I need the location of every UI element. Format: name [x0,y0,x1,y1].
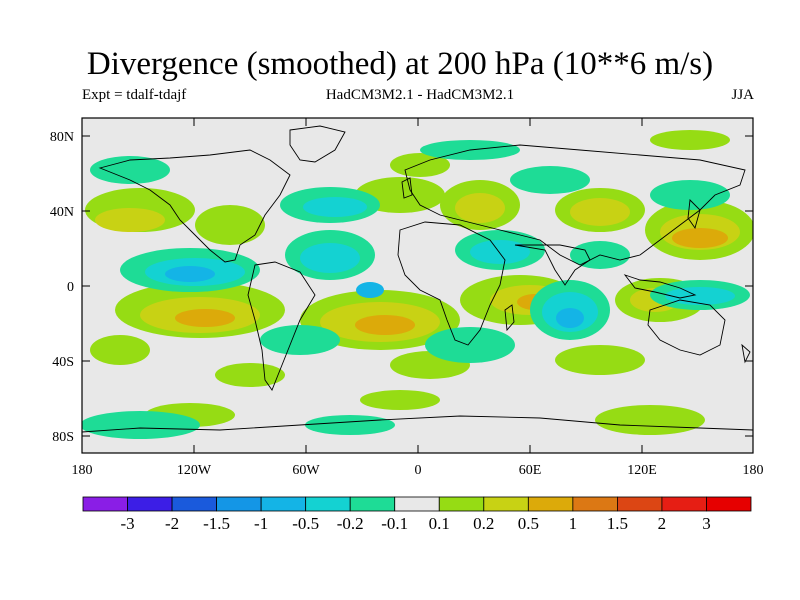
colorbar-label: 1 [569,514,578,533]
colorbar-swatch [216,496,262,512]
colorbar-swatch [617,496,663,512]
lat-label: 40N [50,205,74,220]
colorbar-swatch [572,496,618,512]
colorbar-swatch [82,496,128,512]
lon-label: 180 [72,463,93,478]
lat-label: 80N [50,130,74,145]
colorbar-label: -3 [120,514,134,533]
colorbar-swatch [127,496,173,512]
colorbar-swatch [438,496,485,512]
colorbar-label: -0.5 [292,514,319,533]
colorbar-label: -1 [254,514,268,533]
lat-label: 80S [52,430,74,445]
lon-label: 180 [743,463,764,478]
colorbar-label: -0.2 [337,514,364,533]
colorbar-label: -2 [165,514,179,533]
lon-label: 60W [292,463,320,478]
colorbar-label: 3 [702,514,711,533]
lat-label: 40S [52,355,74,370]
colorbar-swatch [706,496,752,512]
colorbar-label: 0.2 [473,514,494,533]
season-label: JJA [731,87,754,103]
colorbar-swatch [305,496,351,512]
colorbar-swatch [483,496,529,512]
colorbar: -3 -2 -1.5 -1 -0.5 -0.2 -0.1 0.1 0.2 0.5 1 1.5 2 3 [82,496,752,533]
divergence-field [82,130,753,439]
colorbar-label: 1.5 [607,514,628,533]
colorbar-label: 0.5 [518,514,539,533]
lat-axis: 80N 40N 0 40S 80S [50,130,753,445]
colorbar-swatch [661,496,707,512]
lon-label: 120W [177,463,212,478]
colorbar-swatch [171,496,217,512]
map-title: Divergence (smoothed) at 200 hPa (10**6 … [86,46,714,82]
experiment-label: Expt = tdalf-tdajf [82,87,187,103]
colorbar-label: 2 [658,514,667,533]
lat-label: 0 [67,280,74,295]
colorbar-label: 0.1 [429,514,450,533]
lon-label: 120E [627,463,657,478]
lon-label: 60E [519,463,542,478]
colorbar-swatch [260,496,307,512]
model-label: HadCM3M2.1 - HadCM3M2.1 [325,87,515,103]
coastlines [82,125,753,433]
colorbar-label: -0.1 [381,514,408,533]
lon-label: 0 [415,463,422,478]
colorbar-swatch [527,496,574,512]
colorbar-label: -1.5 [203,514,230,533]
lon-axis: 180 120W 60W 0 60E 120E 180 [72,118,764,478]
colorbar-swatch [349,496,396,512]
colorbar-swatch [394,496,440,512]
